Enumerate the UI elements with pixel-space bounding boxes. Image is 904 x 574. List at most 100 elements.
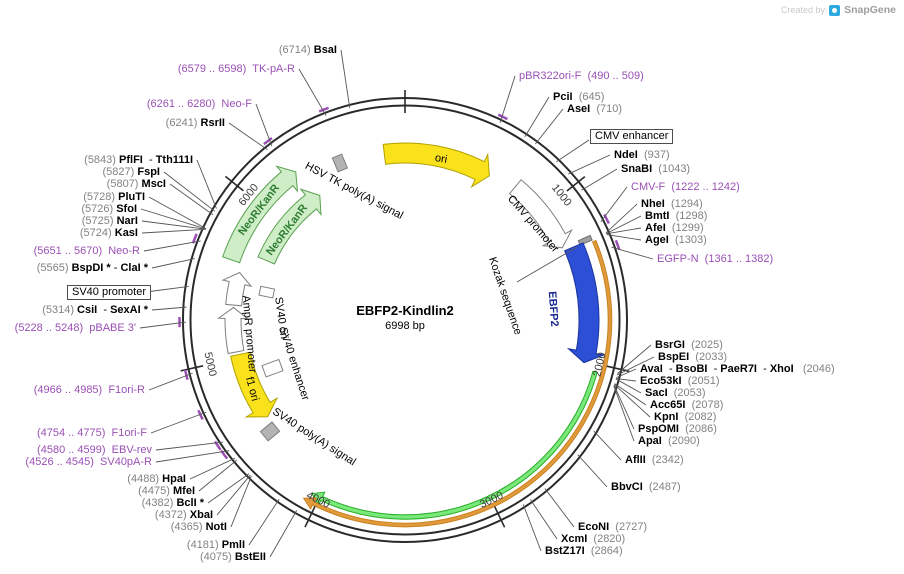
boxed-label-cmv-enhancer[interactable]: CMV enhancer bbox=[590, 129, 674, 144]
site-label-sfoI[interactable]: (5726) SfoI bbox=[81, 202, 137, 216]
site-label-pbr322ori-f[interactable]: pBR322ori-F (490 .. 509) bbox=[519, 69, 644, 83]
site-label-xbaI[interactable]: (4372) XbaI bbox=[155, 508, 213, 522]
primer-mark[interactable] bbox=[220, 449, 229, 460]
feature-label-sv40-ori[interactable]: SV40 ori bbox=[272, 296, 290, 339]
feature-label-sv40-enhancer[interactable]: SV40 enhancer bbox=[277, 326, 312, 402]
site-label-afeI[interactable]: AfeI (1299) bbox=[645, 221, 704, 235]
primer-mark[interactable] bbox=[213, 440, 222, 451]
site-label-aseI[interactable]: AseI (710) bbox=[567, 102, 622, 116]
site-label-ndeI[interactable]: NdeI (937) bbox=[614, 148, 670, 162]
site-label-nheI[interactable]: NheI (1294) bbox=[641, 197, 703, 211]
feature-sv40-promoter[interactable] bbox=[221, 271, 253, 307]
feature-kindlin2-orf[interactable] bbox=[311, 370, 598, 520]
site-label-notI[interactable]: (4365) NotI bbox=[171, 520, 227, 534]
enzyme-name: SfoI bbox=[116, 203, 137, 215]
site-label-mscI[interactable]: (5807) MscI bbox=[107, 177, 166, 191]
site-label-avaI-bsoBI-paeR7I-xhoI[interactable]: AvaI - BsoBI - PaeR7I - XhoI (2046) bbox=[640, 362, 835, 376]
site-label-bstEII[interactable]: (4075) BstEII bbox=[200, 550, 266, 564]
site-label-bsaI[interactable]: (6714) BsaI bbox=[279, 43, 337, 57]
site-label-f1ori-r[interactable]: (4966 .. 4985) F1ori-R bbox=[34, 383, 145, 397]
site-label-pflfi-tth111i[interactable]: (5843) PflFI - Tth111I bbox=[84, 153, 193, 167]
site-label-bspEI[interactable]: BspEI (2033) bbox=[658, 350, 727, 364]
boxed-label-sv40-promoter[interactable]: SV40 promoter bbox=[67, 285, 151, 300]
site-position: (2820) bbox=[587, 533, 626, 545]
site-label-csiI-sexAI[interactable]: (5314) CsiI - SexAI * bbox=[42, 303, 148, 317]
primer-mark[interactable] bbox=[497, 113, 508, 121]
site-label-bmtI[interactable]: BmtI (1298) bbox=[645, 209, 707, 223]
feature-sv40-polya[interactable] bbox=[259, 421, 281, 442]
leader-line bbox=[616, 356, 655, 376]
site-position: (5807) bbox=[106, 178, 142, 190]
primer-mark[interactable] bbox=[603, 213, 610, 225]
site-label-rsrII[interactable]: (6241) RsrII bbox=[166, 116, 225, 130]
site-label-bstZ17I[interactable]: BstZ17I (2864) bbox=[545, 544, 623, 558]
enzyme-name: KpnI bbox=[654, 411, 679, 423]
feature-cmv-promoter[interactable] bbox=[508, 179, 573, 249]
site-position: - bbox=[757, 363, 770, 375]
site-label-pbabe-3[interactable]: (5228 .. 5248) pBABE 3' bbox=[15, 321, 136, 335]
site-label-fspI[interactable]: (5827) FspI bbox=[103, 165, 160, 179]
feature-neor-kanr-inner[interactable] bbox=[257, 188, 322, 265]
site-label-f1ori-f[interactable]: (4754 .. 4775) F1ori-F bbox=[37, 426, 147, 440]
primer-mark[interactable] bbox=[263, 136, 273, 146]
site-label-acc65I[interactable]: Acc65I (2078) bbox=[650, 398, 723, 412]
site-label-snaBI[interactable]: SnaBI (1043) bbox=[621, 162, 690, 176]
leader-line bbox=[615, 378, 642, 394]
site-label-bspdi-clai[interactable]: (5565) BspDI * - ClaI * bbox=[37, 261, 148, 275]
feature-sv40-enhancer[interactable] bbox=[261, 358, 284, 378]
leader-line bbox=[613, 384, 635, 430]
feature-label-sv40-polya[interactable]: SV40 poly(A) signal bbox=[270, 406, 358, 469]
site-label-eco53kI[interactable]: Eco53kI (2051) bbox=[640, 374, 720, 388]
site-label-neo-f[interactable]: (6261 .. 6280) Neo-F bbox=[147, 97, 252, 111]
leader-line bbox=[522, 504, 542, 552]
site-label-pluTI[interactable]: (5728) PluTI bbox=[83, 190, 145, 204]
site-label-sv40pa-r[interactable]: (4526 .. 4545) SV40pA-R bbox=[25, 455, 152, 469]
site-label-narI[interactable]: (5725) NarI bbox=[82, 214, 138, 228]
feature-hsv-tk-polya[interactable] bbox=[331, 153, 349, 173]
feature-label-hsv-tk-polya[interactable]: HSV TK poly(A) signal bbox=[303, 160, 405, 222]
site-label-pmlI[interactable]: (4181) PmlI bbox=[187, 538, 245, 552]
site-label-sacI[interactable]: SacI (2053) bbox=[645, 386, 706, 400]
site-label-ageI[interactable]: AgeI (1303) bbox=[645, 233, 707, 247]
leader-line bbox=[606, 215, 642, 235]
site-label-bbvCI[interactable]: BbvCI (2487) bbox=[611, 480, 681, 494]
site-label-neo-r[interactable]: (5651 .. 5670) Neo-R bbox=[34, 244, 140, 258]
feature-label-ori[interactable]: ori bbox=[434, 152, 448, 166]
site-label-tk-pa-r[interactable]: (6579 .. 6598) TK-pA-R bbox=[178, 62, 295, 76]
feature-kindlin2-span[interactable] bbox=[302, 239, 613, 528]
primer-mark[interactable] bbox=[197, 409, 204, 420]
site-label-bsrGI[interactable]: BsrGI (2025) bbox=[655, 338, 723, 352]
feature-kozak-sequence[interactable] bbox=[577, 234, 593, 246]
site-label-mfeI[interactable]: (4475) MfeI bbox=[138, 484, 195, 498]
snapgene-logo-icon bbox=[829, 4, 841, 16]
site-label-bclI[interactable]: (4382) BclI * bbox=[142, 496, 204, 510]
enzyme-name: BsoBI bbox=[675, 363, 708, 375]
site-label-pspOMI[interactable]: PspOMI (2086) bbox=[638, 422, 717, 436]
primer-mark[interactable] bbox=[191, 233, 198, 244]
site-label-apaI[interactable]: ApaI (2090) bbox=[638, 434, 700, 448]
feature-label-ebfp2[interactable]: EBFP2 bbox=[546, 291, 560, 327]
feature-label-neor-kanr-inner[interactable]: NeoR/KanR bbox=[264, 202, 310, 258]
feature-ebfp2[interactable] bbox=[563, 242, 606, 364]
feature-ori[interactable] bbox=[382, 142, 490, 189]
site-label-ebv-rev[interactable]: (4580 .. 4599) EBV-rev bbox=[37, 443, 152, 457]
leader-line bbox=[556, 139, 590, 163]
site-label-egfp-n[interactable]: EGFP-N (1361 .. 1382) bbox=[657, 252, 773, 266]
site-label-aflII[interactable]: AflII (2342) bbox=[625, 453, 684, 467]
site-label-ecoNI[interactable]: EcoNI (2727) bbox=[578, 520, 647, 534]
site-label-hpaI[interactable]: (4488) HpaI bbox=[127, 472, 186, 486]
feature-neor-kanr-outer[interactable] bbox=[222, 165, 299, 264]
enzyme-name: PciI bbox=[553, 91, 573, 103]
primer-mark[interactable] bbox=[318, 106, 330, 113]
site-label-kasI[interactable]: (5724) KasI bbox=[80, 226, 138, 240]
tick-label: 2000 bbox=[591, 351, 608, 378]
primer-mark[interactable] bbox=[183, 369, 189, 381]
site-label-kpnI[interactable]: KpnI (2082) bbox=[654, 410, 716, 424]
site-label-pciI[interactable]: PciI (645) bbox=[553, 90, 604, 104]
site-label-xcmI[interactable]: XcmI (2820) bbox=[561, 532, 625, 546]
feature-sv40-ori[interactable] bbox=[258, 285, 276, 299]
feature-f1-ori[interactable] bbox=[230, 351, 279, 418]
site-label-cmv-f[interactable]: CMV-F (1222 .. 1242) bbox=[631, 180, 740, 194]
feature-ampr-promoter[interactable] bbox=[217, 306, 249, 355]
